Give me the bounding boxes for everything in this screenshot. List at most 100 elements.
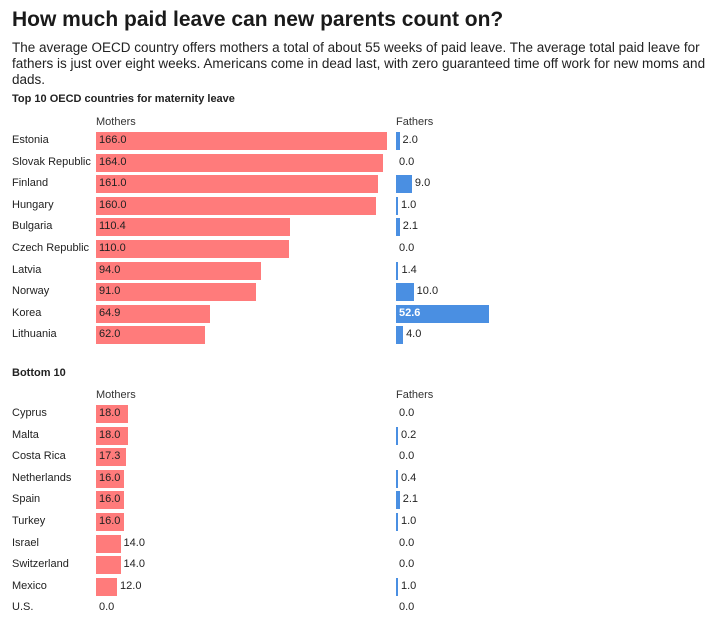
fathers-value-label: 1.0 [401, 515, 417, 527]
country-label: Korea [12, 306, 42, 319]
mothers-column-header: Mothers [96, 389, 136, 401]
country-row: Korea 64.9 52.6 [0, 304, 718, 324]
country-row: Mexico 12.0 1.0 [0, 577, 718, 597]
country-label: Latvia [12, 263, 42, 276]
country-row: Switzerland 14.0 0.0 [0, 555, 718, 575]
fathers-bar [396, 283, 414, 302]
mothers-value-label: 110.4 [99, 220, 126, 233]
mothers-value-label: 161.0 [99, 177, 127, 190]
mothers-value-label: 16.0 [99, 471, 121, 484]
mothers-value-label: 0.0 [99, 601, 115, 614]
fathers-value-label: 9.0 [414, 177, 431, 190]
fathers-bar [396, 491, 400, 510]
country-label: Malta [12, 428, 39, 441]
mothers-value-label: 17.3 [99, 450, 121, 463]
mothers-bar [96, 196, 377, 215]
mothers-bar [96, 513, 125, 531]
fathers-value-label: 0.0 [399, 601, 415, 614]
fathers-value-label: 0.0 [399, 155, 415, 168]
mothers-bar [96, 448, 127, 467]
fathers-bar [396, 218, 400, 237]
country-label: Cyprus [12, 407, 47, 419]
country-label: Spain [12, 493, 41, 506]
mothers-value-label: 164.0 [99, 155, 127, 168]
country-row: Turkey 16.0 1.0 [0, 512, 718, 532]
mothers-bar [96, 304, 210, 323]
mothers-bar [96, 577, 118, 596]
chart-title: How much paid leave can new parents coun… [12, 8, 504, 31]
country-row: Costa Rica 17.3 0.0 [0, 447, 718, 467]
mothers-bar [96, 491, 125, 510]
fathers-value-label: 1.0 [401, 579, 417, 592]
fathers-column-header: Fathers [396, 116, 434, 128]
country-row: U.S. 0.0 0.0 [0, 598, 718, 618]
mothers-value-label: 16.0 [99, 515, 121, 527]
mothers-value-label: 91.0 [99, 285, 121, 298]
country-label: Lithuania [12, 328, 57, 341]
panel-title: Bottom 10 [12, 367, 66, 379]
fathers-value-label: 52.6 [399, 306, 421, 319]
panel-title: Top 10 OECD countries for maternity leav… [12, 93, 235, 105]
fathers-value-label: 2.0 [402, 134, 418, 146]
fathers-bar [396, 469, 398, 488]
mothers-value-label: 14.0 [123, 536, 145, 549]
fathers-value-label: 0.2 [401, 428, 417, 441]
country-label: Bulgaria [12, 220, 53, 233]
country-row: Hungary 160.0 1.0 [0, 196, 718, 216]
mothers-value-label: 94.0 [99, 263, 121, 276]
mothers-bar [96, 132, 387, 150]
fathers-bar [396, 326, 404, 345]
mothers-value-label: 110.0 [99, 242, 126, 254]
mothers-bar [96, 261, 261, 280]
country-row: Norway 91.0 10.0 [0, 282, 718, 302]
fathers-bar [396, 304, 489, 323]
mothers-bar [96, 175, 379, 194]
country-row: Estonia 166.0 2.0 [0, 131, 718, 151]
fathers-bar [396, 132, 400, 150]
fathers-bar [396, 175, 412, 194]
country-row: Bulgaria 110.4 2.1 [0, 217, 718, 237]
fathers-value-label: 4.0 [406, 328, 422, 341]
country-label: Estonia [12, 134, 49, 146]
mothers-value-label: 16.0 [99, 493, 121, 506]
fathers-value-label: 1.0 [401, 198, 417, 211]
fathers-bar [396, 577, 398, 596]
country-row: Czech Republic 110.0 0.0 [0, 239, 718, 259]
country-row: Malta 18.0 0.2 [0, 426, 718, 446]
mothers-bar [96, 283, 256, 302]
fathers-value-label: 2.1 [402, 493, 418, 506]
country-row: Spain 16.0 2.1 [0, 490, 718, 510]
mothers-bar [96, 153, 384, 172]
mothers-bar [96, 556, 121, 575]
mothers-value-label: 12.0 [120, 579, 142, 592]
country-label: Hungary [12, 198, 54, 211]
country-label: Finland [12, 177, 49, 190]
mothers-value-label: 14.0 [123, 558, 145, 571]
mothers-bar [96, 326, 205, 345]
country-row: Latvia 94.0 1.4 [0, 261, 718, 281]
fathers-value-label: 0.0 [399, 536, 415, 549]
mothers-value-label: 18.0 [99, 407, 121, 419]
mothers-bar [96, 240, 289, 258]
fathers-bar [396, 196, 398, 215]
country-label: Costa Rica [12, 450, 66, 463]
mothers-bar [96, 405, 128, 423]
fathers-bar [396, 426, 398, 445]
fathers-value-label: 2.1 [402, 220, 418, 233]
fathers-bar [396, 261, 399, 280]
country-label: Netherlands [12, 471, 72, 484]
fathers-bar [396, 513, 398, 531]
mothers-bar [96, 469, 125, 488]
fathers-value-label: 0.4 [401, 471, 417, 484]
mothers-column-header: Mothers [96, 116, 136, 128]
mothers-bar [96, 534, 121, 553]
mothers-value-label: 166.0 [99, 134, 127, 146]
fathers-value-label: 0.0 [399, 407, 415, 419]
country-label: Mexico [12, 579, 47, 592]
fathers-value-label: 1.4 [401, 263, 417, 276]
fathers-value-label: 10.0 [416, 285, 439, 298]
country-label: Czech Republic [12, 242, 90, 254]
country-label: Switzerland [12, 558, 69, 571]
mothers-value-label: 160.0 [99, 198, 127, 211]
